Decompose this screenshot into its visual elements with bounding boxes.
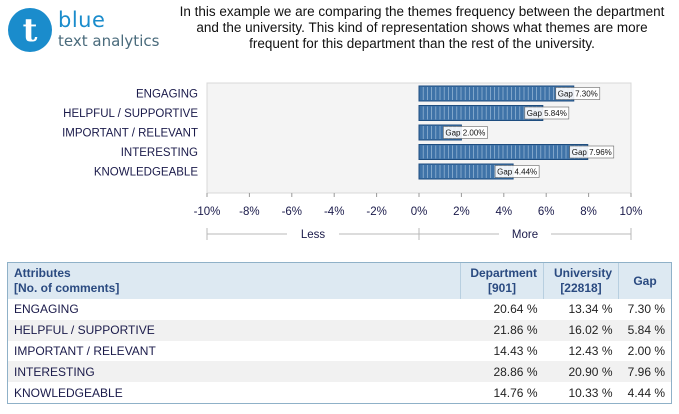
- header-department-count: [901]: [487, 281, 516, 295]
- table-row: IMPORTANT / RELEVANT 14.43 % 12.43 % 2.0…: [8, 341, 671, 362]
- x-tick-label: -8%: [239, 206, 259, 218]
- cell-university: 20.90 %: [543, 361, 619, 383]
- x-tick-label: -4%: [324, 206, 344, 218]
- cell-university: 12.43 %: [568, 343, 613, 358]
- bar-value-label: Gap 2.00%: [445, 129, 485, 138]
- x-tick-label: -10%: [194, 206, 221, 218]
- header-attributes-label: Attributes: [14, 266, 71, 280]
- category-label: IMPORTANT / RELEVANT: [62, 128, 198, 140]
- x-tick-label: 2%: [453, 206, 470, 218]
- cell-gap: 4.44 %: [627, 385, 665, 400]
- logo-word-blue: blue: [58, 8, 106, 32]
- header-comments-label: [No. of comments]: [14, 281, 120, 295]
- x-tick-label: 6%: [538, 206, 555, 218]
- x-tick-label: 0%: [411, 206, 428, 218]
- table-row: KNOWLEDGEABLE 14.76 % 10.33 % 4.44 %: [8, 382, 671, 403]
- cell-gap: 5.84 %: [618, 319, 671, 341]
- header-gap: Gap: [618, 263, 671, 299]
- header-gap-label: Gap: [633, 273, 657, 288]
- header-university: University [22818]: [543, 263, 619, 299]
- x-tick-label: -2%: [366, 206, 386, 218]
- header-department-label: Department: [470, 266, 537, 280]
- logo: t blue text analytics: [8, 8, 168, 56]
- x-tick-label: -6%: [282, 206, 302, 218]
- category-label: INTERESTING: [121, 147, 198, 159]
- bar-label-box: [569, 145, 615, 159]
- more-label: More: [512, 229, 538, 241]
- cell-university: 16.02 %: [543, 319, 619, 341]
- header-department: Department [901]: [460, 263, 544, 299]
- category-label: ENGAGING: [136, 89, 198, 101]
- header-attributes: Attributes [No. of comments]: [8, 263, 461, 299]
- bar-label-box: [524, 106, 570, 120]
- cell-attribute: IMPORTANT / RELEVANT: [14, 343, 156, 358]
- cell-attribute: KNOWLEDGEABLE: [14, 385, 123, 400]
- table-header-row: Attributes [No. of comments] Department …: [8, 263, 671, 299]
- table-row: INTERESTING 28.86 % 20.90 % 7.96 %: [8, 361, 671, 383]
- gap-bar-chart: ENGAGING Gap 7.30% HELPFUL / SUPPORTIVE Gap…: [62, 82, 643, 241]
- cell-gap: 7.30 %: [627, 302, 665, 317]
- cell-university: 13.34 %: [568, 302, 613, 317]
- header-university-count: [22818]: [560, 281, 602, 295]
- cell-department: 21.86 %: [460, 319, 544, 341]
- less-label: Less: [301, 229, 326, 241]
- bar-label-box: [443, 126, 488, 139]
- cell-department: 28.86 %: [460, 361, 544, 383]
- table-row: HELPFUL / SUPPORTIVE 21.86 % 16.02 % 5.8…: [8, 319, 671, 341]
- cell-attribute: ENGAGING: [14, 302, 79, 317]
- logo-mark: [8, 8, 52, 52]
- cell-attribute: HELPFUL / SUPPORTIVE: [8, 319, 461, 341]
- cell-department: 14.43 %: [493, 343, 538, 358]
- x-tick-label: 10%: [619, 206, 642, 218]
- table-row: ENGAGING 20.64 % 13.34 % 7.30 %: [8, 299, 671, 320]
- logo-word-text-analytics: text analytics: [58, 32, 160, 50]
- bar-label-box: [494, 165, 540, 178]
- header-university-label: University: [553, 266, 612, 280]
- x-tick-label: 8%: [580, 206, 597, 218]
- bar-value-label: Gap 5.84%: [527, 109, 567, 118]
- bar-value-label: Gap 7.30%: [558, 90, 598, 99]
- x-tick-label: 4%: [495, 206, 512, 218]
- bar-value-label: Gap 4.44%: [497, 168, 537, 177]
- bar-label-box: [555, 87, 601, 100]
- logo-letter: t: [22, 11, 38, 49]
- bar-value-label: Gap 7.96%: [572, 148, 612, 157]
- cell-department: 20.64 %: [493, 302, 538, 317]
- category-label: KNOWLEDGEABLE: [94, 167, 198, 179]
- cell-attribute: INTERESTING: [8, 361, 461, 383]
- cell-university: 10.33 %: [568, 385, 613, 400]
- comparison-table: Attributes [No. of comments] Department …: [7, 262, 672, 404]
- intro-text: In this example we are comparing the the…: [179, 4, 665, 51]
- cell-gap: 7.96 %: [618, 361, 671, 383]
- category-label: HELPFUL / SUPPORTIVE: [63, 108, 198, 120]
- cell-department: 14.76 %: [493, 385, 538, 400]
- cell-gap: 2.00 %: [627, 343, 665, 358]
- bar: [418, 85, 575, 102]
